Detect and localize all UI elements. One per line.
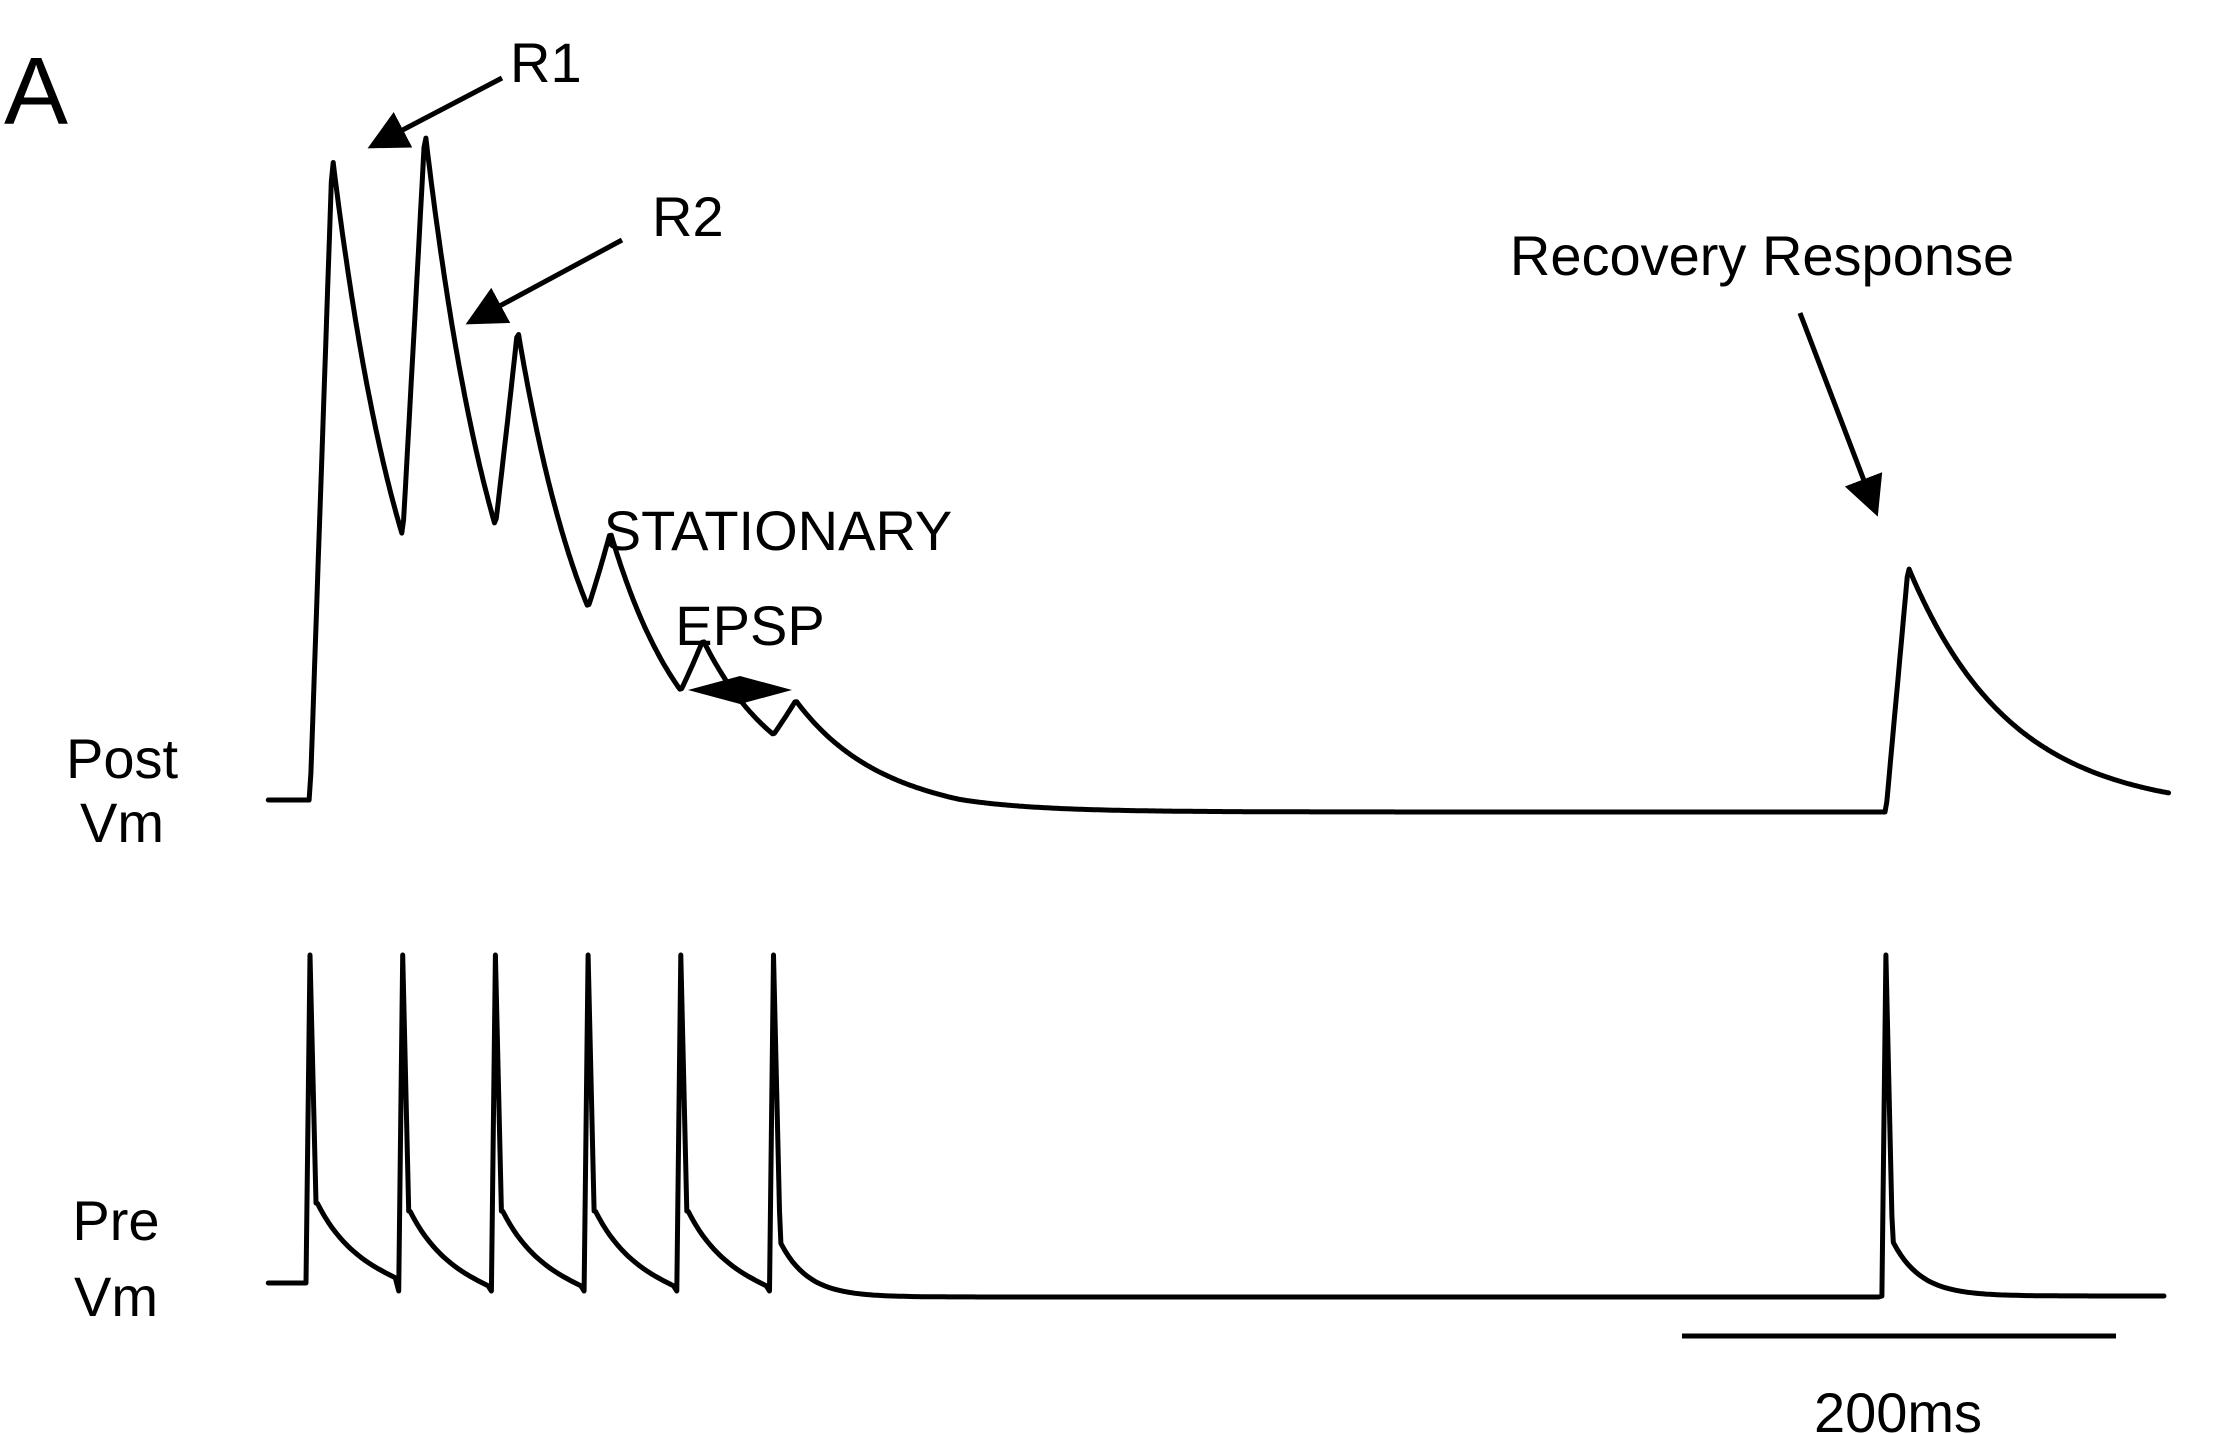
post-vm-trace: [265, 135, 2172, 815]
r2-arrow: [465, 237, 624, 325]
panel-label: A: [4, 38, 68, 145]
post-label-line1: Post: [66, 727, 178, 790]
r2-label: R2: [652, 185, 724, 248]
scale-bar-label: 200ms: [1814, 1381, 1982, 1434]
r1-label: R1: [510, 31, 582, 94]
stationary-label-line2: EPSP: [675, 594, 824, 657]
pre-label-line1: Pre: [72, 1189, 159, 1252]
post-label-line2: Vm: [80, 791, 164, 854]
r1-arrow: [367, 75, 504, 149]
stationary-label-line1: STATIONARY: [604, 499, 953, 562]
pre-vm-trace: [265, 952, 2167, 1300]
pre-label-line2: Vm: [74, 1265, 158, 1328]
recovery-label: Recovery Response: [1510, 224, 2014, 287]
recovery-arrow: [1797, 312, 1883, 517]
stationary-double-arrow: [688, 676, 792, 704]
